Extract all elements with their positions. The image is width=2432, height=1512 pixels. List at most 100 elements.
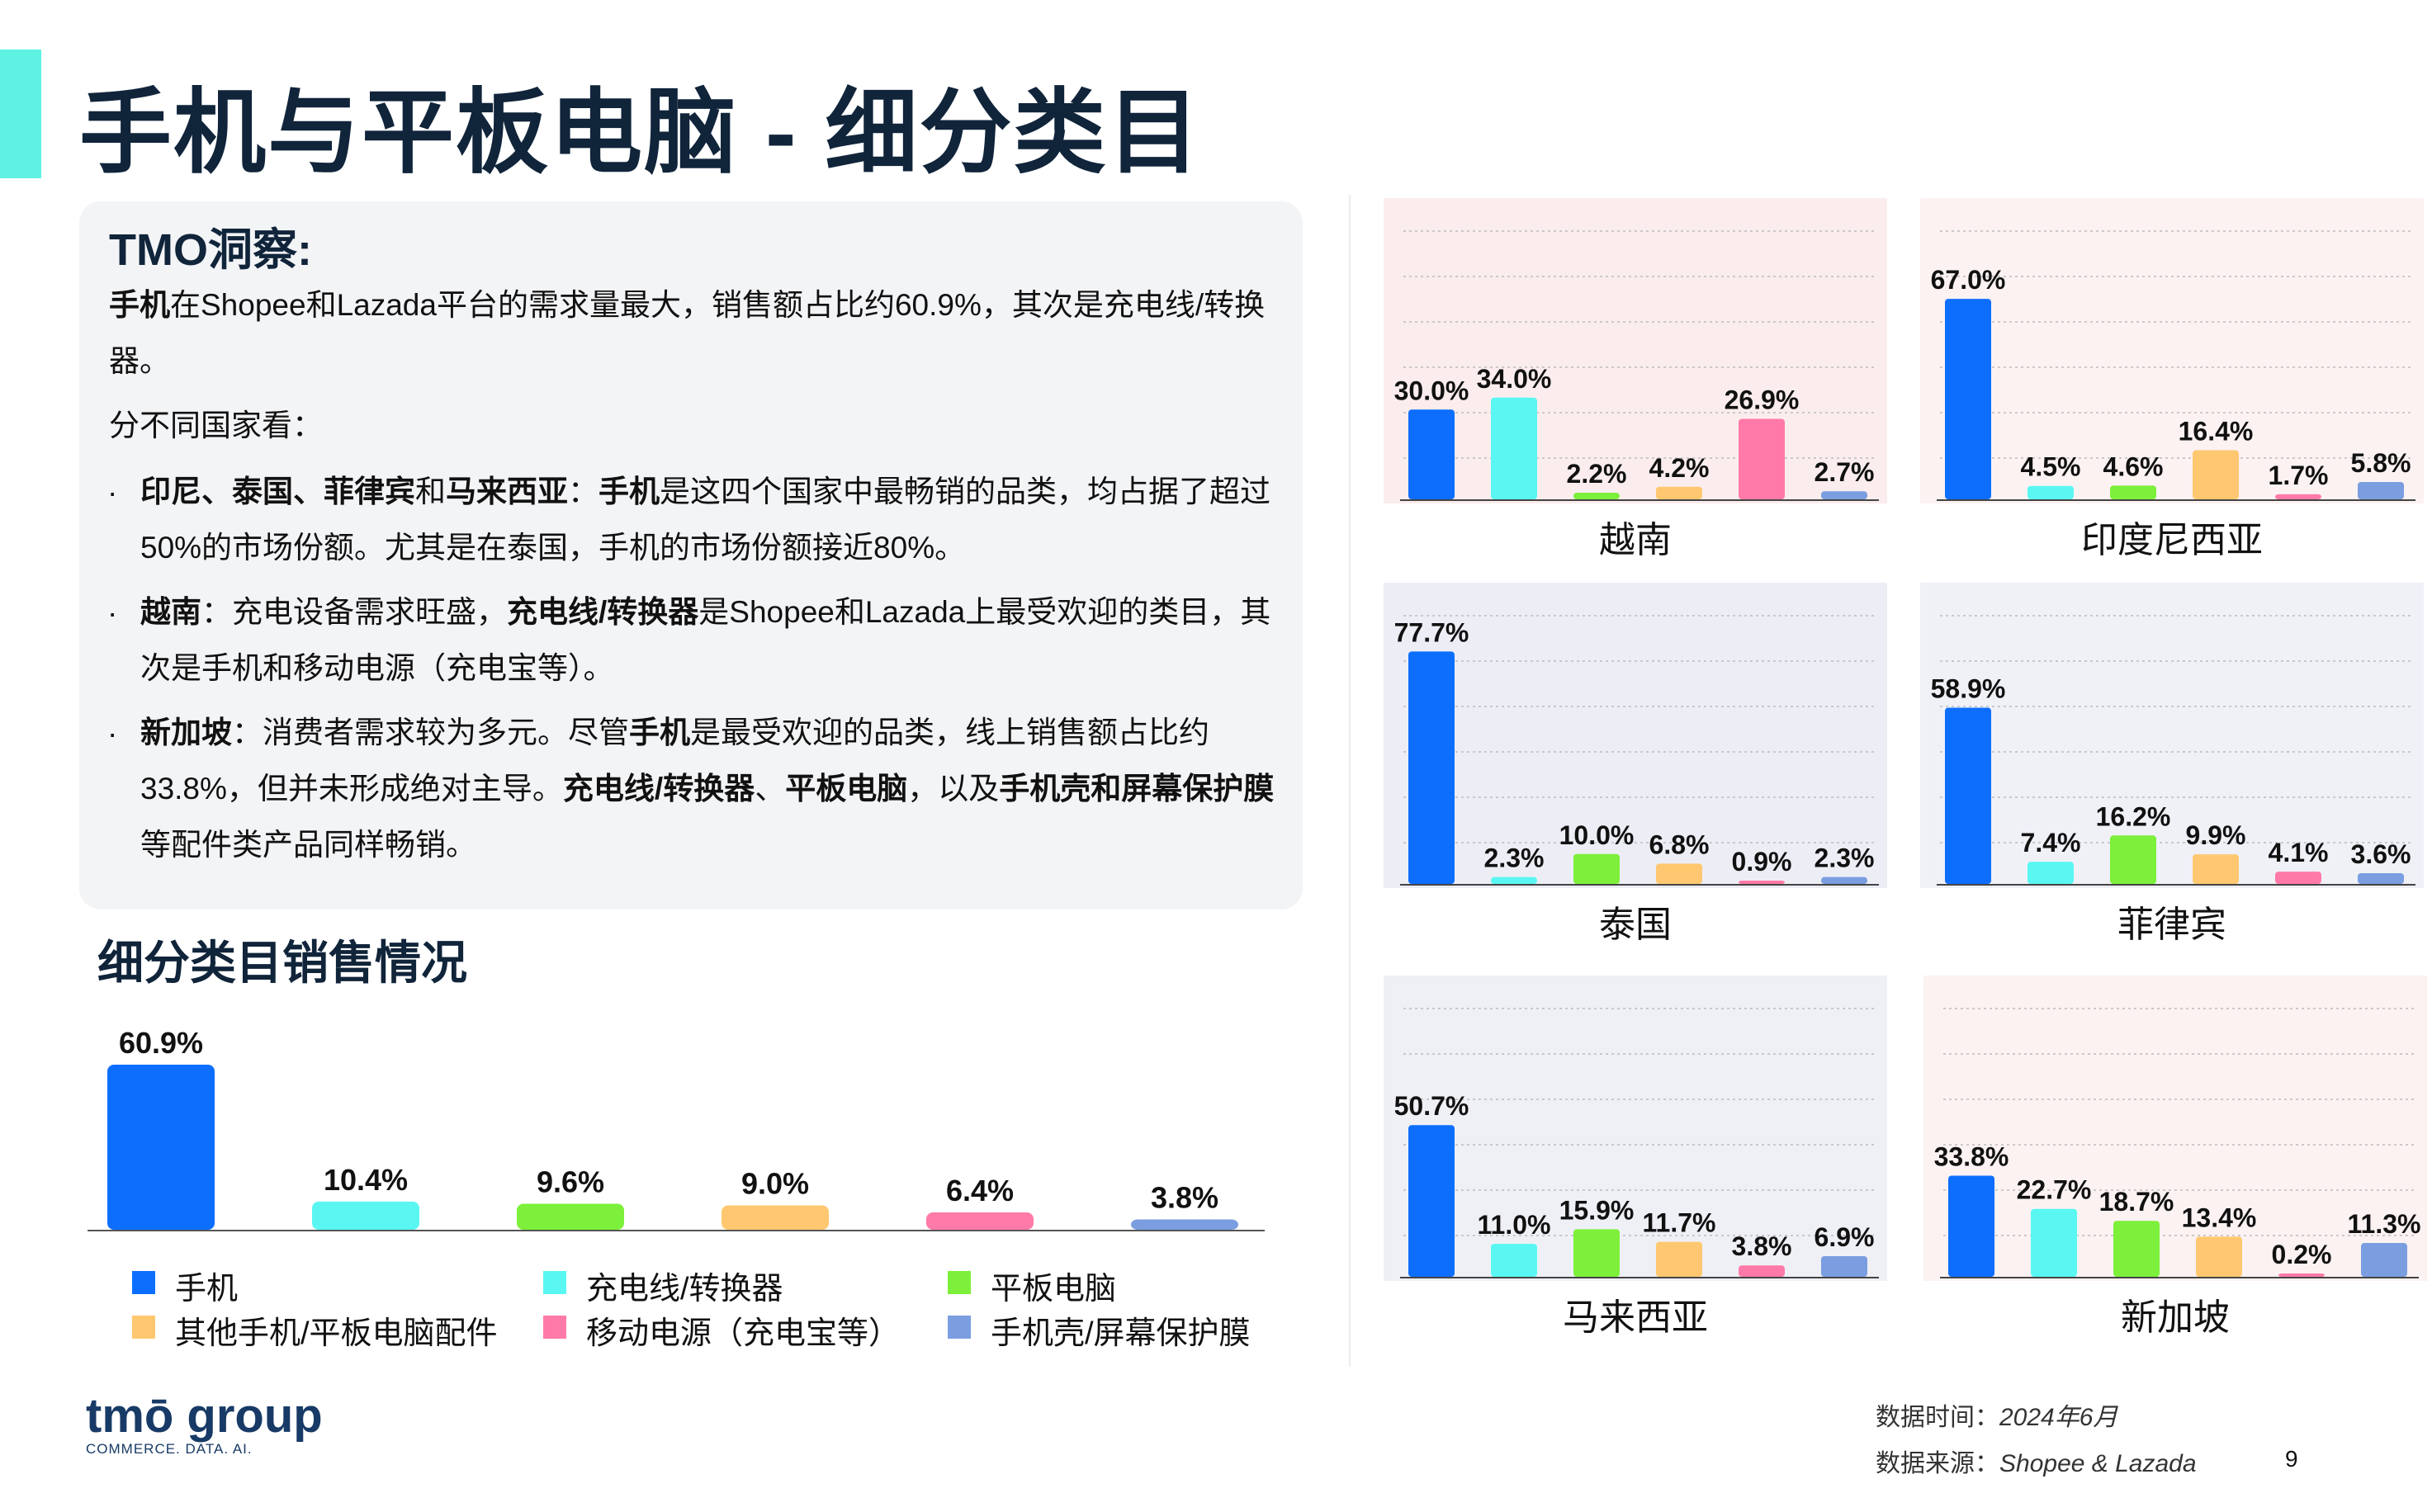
country-bar-label: 5.8% (2351, 448, 2411, 478)
legend-swatch (543, 1316, 566, 1339)
overall-bar (107, 1065, 215, 1230)
overall-bar-chart: 60.9% 10.4% 9.6% 9.0% 6.4% 3.8% (88, 1026, 1265, 1231)
country-name: 菲律宾 (2117, 905, 2226, 945)
country-bar (1408, 409, 1455, 499)
country-bar (2110, 485, 2156, 499)
bullet-3-key4: 手机壳和屏幕保护膜 (999, 772, 1275, 806)
bullet-3-key3: 平板电脑 (785, 772, 908, 806)
data-time-label: 数据时间： (1876, 1404, 1999, 1431)
country-bar (2031, 1208, 2077, 1277)
panel-background (1384, 976, 1887, 1281)
legend-label: 平板电脑 (991, 1272, 1117, 1306)
country-chart: 67.0% 4.5% 4.6% 16.4% 1.7% 5.8% (1920, 198, 2424, 503)
country-chart: 77.7% 2.3% 10.0% 6.8% 0.9% 2.3% (1384, 583, 1887, 888)
country-bar (1945, 299, 1991, 499)
insight-heading: TMO洞察: (109, 225, 312, 275)
country-bar-label: 2.3% (1815, 843, 1875, 873)
panel-background (1920, 198, 2424, 503)
country-bar (2275, 872, 2321, 884)
overall-bar-label: 3.8% (1151, 1181, 1218, 1215)
overall-bar-label: 9.6% (537, 1165, 604, 1198)
country-bar (1491, 397, 1537, 499)
overall-bar (1131, 1219, 1238, 1230)
country-bar-label: 4.2% (1649, 453, 1710, 483)
country-bar-label: 0.2% (2272, 1240, 2332, 1269)
country-bar (2358, 872, 2404, 884)
country-bar-label: 11.7% (1643, 1208, 1716, 1238)
country-bar-label: 11.0% (1478, 1210, 1551, 1240)
title-accent-bar (0, 50, 41, 178)
country-bar (1408, 651, 1455, 884)
legend-label: 移动电源（充电宝等） (586, 1316, 901, 1351)
data-source-value: Shopee & Lazada (1999, 1450, 2197, 1477)
country-bar (1948, 1175, 1994, 1277)
overall-bar-label: 9.0% (741, 1166, 809, 1200)
country-bar-label: 2.3% (1484, 843, 1545, 873)
country-bar-label: 50.7% (1394, 1091, 1469, 1121)
country-bar (2193, 854, 2239, 884)
bullet-3-rest: 等配件类产品同样畅销。 (140, 828, 476, 862)
country-bar-label: 11.3% (2348, 1209, 2421, 1239)
country-bar (1573, 1229, 1620, 1277)
legend-label: 手机 (175, 1272, 239, 1306)
country-name: 马来西亚 (1563, 1297, 1708, 1338)
country-name: 新加坡 (2121, 1297, 2230, 1338)
country-chart: 33.8% 22.7% 18.7% 13.4% 0.2% 11.3% (1923, 976, 2427, 1281)
intro-text: 在Shopee和Lazada平台的需求量最大，销售额占比约60.9%，其次是充电… (109, 288, 1266, 378)
bullet-1-key: 手机 (599, 475, 660, 508)
panel-background (1920, 583, 2424, 888)
country-bar-label: 7.4% (2021, 828, 2081, 858)
vertical-divider (1349, 195, 1351, 1367)
insight-bullet-3: 新加坡：消费者需求较为多元。尽管手机是最受欢迎的品类，线上销售额占比约33.8%… (140, 705, 1288, 873)
country-bar-label: 33.8% (1934, 1141, 2009, 1171)
country-bar-label: 22.7% (2017, 1175, 2092, 1205)
insight-intro: 手机在Shopee和Lazada平台的需求量最大，销售额占比约60.9%，其次是… (109, 277, 1281, 390)
legend-swatch (948, 1316, 971, 1339)
country-bar (2193, 450, 2239, 499)
bullet-2-rest: 是Shopee和Lazada上最受欢迎的类目，其次是手机和移动电源（充电宝等）。 (140, 595, 1271, 685)
country-bar (2113, 1221, 2160, 1277)
country-bar-label: 10.0% (1559, 820, 1635, 850)
country-bar-label: 4.5% (2021, 452, 2081, 482)
country-bar-label: 77.7% (1394, 617, 1469, 647)
country-chart: 30.0% 34.0% 2.2% 4.2% 26.9% 2.7% (1384, 198, 1887, 503)
country-bar-label: 67.0% (1931, 265, 2006, 295)
country-bar (1945, 707, 1991, 884)
legend-swatch (132, 1271, 155, 1294)
bullet-3-mid2: ，以及 (907, 772, 1000, 806)
country-bar-label: 58.9% (1931, 673, 2006, 703)
country-bar-label: 9.9% (2186, 820, 2246, 850)
country-bar (2110, 835, 2156, 884)
country-bar-label: 30.0% (1394, 376, 1469, 405)
country-name: 泰国 (1599, 905, 1672, 945)
bullet-1-rest: 是这四个国家中最畅销的品类，均占据了超过50%的市场份额。尤其是在泰国，手机的市… (140, 475, 1270, 565)
bullet-dot: · (107, 716, 118, 750)
country-bar (2027, 862, 2074, 884)
country-bar (1491, 876, 1537, 884)
legend-swatch (543, 1271, 566, 1294)
country-bar (2358, 481, 2404, 499)
country-bar-label: 0.9% (1732, 847, 1792, 876)
insight-bullet-1: 印尼、泰国、菲律宾和马来西亚：手机是这四个国家中最畅销的品类，均占据了超过50%… (140, 464, 1288, 576)
country-bar-label: 3.8% (1732, 1231, 1792, 1261)
bullet-1-and: 和 (415, 475, 446, 508)
country-bar-label: 3.6% (2351, 839, 2411, 869)
country-bar (1573, 493, 1620, 499)
overall-bar (312, 1201, 419, 1230)
bullet-3-key: 手机 (629, 716, 690, 749)
bullet-3-lead: 新加坡 (140, 716, 232, 749)
country-bar (1821, 876, 1867, 884)
bullet-2-lead: 越南 (140, 595, 201, 629)
page-number: 9 (2285, 1446, 2298, 1472)
country-bar (1821, 491, 1867, 499)
country-bar (1408, 1125, 1455, 1277)
country-bar (2027, 485, 2074, 499)
country-bar-label: 2.2% (1567, 459, 1627, 489)
overall-bar (722, 1205, 829, 1230)
legend-label: 手机壳/屏幕保护膜 (991, 1316, 1251, 1351)
country-bar-label: 18.7% (2099, 1187, 2174, 1217)
country-bar (1491, 1244, 1537, 1277)
country-bar (1656, 863, 1702, 884)
bullet-3-key2: 充电线/转换器 (562, 772, 755, 806)
insight-bullet-2: 越南：充电设备需求旺盛，充电线/转换器是Shopee和Lazada上最受欢迎的类… (140, 584, 1288, 697)
